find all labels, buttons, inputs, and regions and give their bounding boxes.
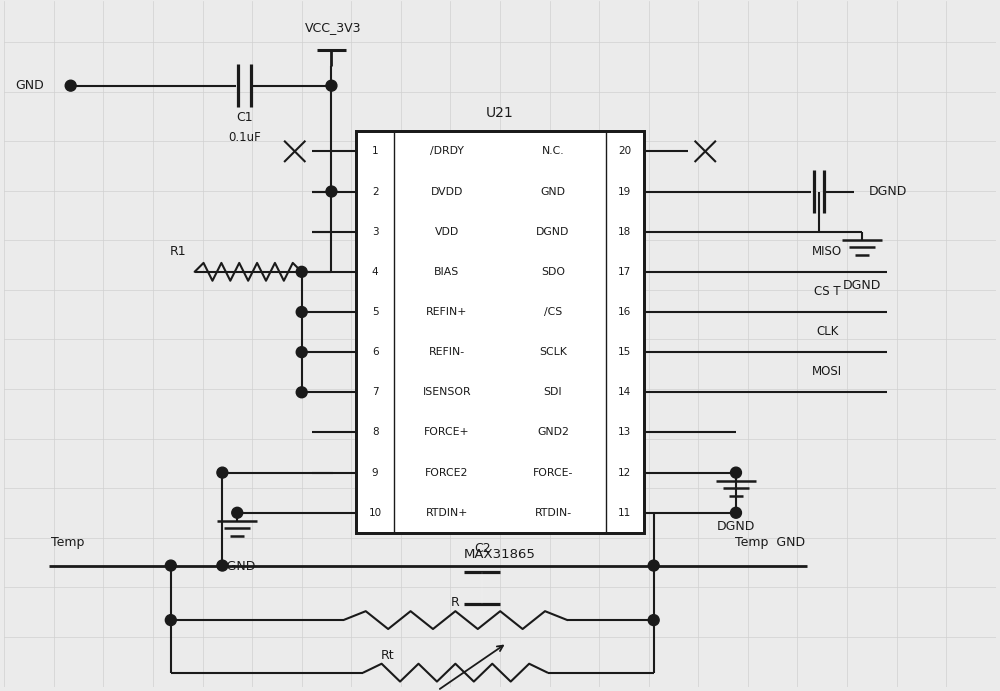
Text: /DRDY: /DRDY [430,146,464,156]
Text: RTDIN-: RTDIN- [534,508,572,518]
Text: 19: 19 [618,187,632,196]
Text: RTDIN+: RTDIN+ [426,508,468,518]
Text: GND: GND [541,187,566,196]
Circle shape [165,560,176,571]
Text: R: R [451,596,460,609]
Text: 11: 11 [618,508,632,518]
Text: 2: 2 [372,187,378,196]
Circle shape [65,80,76,91]
Text: C1: C1 [236,111,252,124]
Circle shape [217,560,228,571]
Text: MISO: MISO [812,245,842,258]
Text: DGND: DGND [869,185,907,198]
Text: DGND: DGND [536,227,570,237]
Text: 3: 3 [372,227,378,237]
Text: FORCE+: FORCE+ [424,428,470,437]
Text: REFIN+: REFIN+ [426,307,468,317]
Text: 17: 17 [618,267,632,277]
Text: GND2: GND2 [537,428,569,437]
Text: ISENSOR: ISENSOR [423,387,471,397]
Text: VCC_3V3: VCC_3V3 [305,21,362,34]
Text: N.C.: N.C. [542,146,564,156]
Text: DGND: DGND [843,278,881,292]
Text: SDO: SDO [541,267,565,277]
Text: 4: 4 [372,267,378,277]
Text: 16: 16 [618,307,632,317]
Circle shape [232,507,243,518]
Text: 20: 20 [618,146,631,156]
Text: 0.1uF: 0.1uF [228,131,261,144]
Circle shape [731,467,741,478]
Text: REFIN-: REFIN- [429,347,465,357]
Text: 5: 5 [372,307,378,317]
Text: 6: 6 [372,347,378,357]
Text: /CS: /CS [544,307,562,317]
Text: SCLK: SCLK [539,347,567,357]
Text: 10: 10 [369,508,382,518]
Text: 7: 7 [372,387,378,397]
Text: CLK: CLK [816,325,838,339]
Text: VDD: VDD [435,227,459,237]
Text: 18: 18 [618,227,632,237]
Text: DGND: DGND [218,560,256,573]
Circle shape [326,80,337,91]
Text: Rt: Rt [381,650,395,662]
Circle shape [296,347,307,358]
Circle shape [217,467,228,478]
Text: U21: U21 [486,106,514,120]
FancyBboxPatch shape [356,131,644,533]
Circle shape [296,387,307,398]
Circle shape [165,615,176,625]
Text: R1: R1 [170,245,187,258]
Text: 15: 15 [618,347,632,357]
Text: FORCE2: FORCE2 [425,468,469,477]
Text: 12: 12 [618,468,632,477]
Text: Temp: Temp [51,536,84,549]
Circle shape [731,507,741,518]
Circle shape [296,307,307,317]
Text: GND: GND [15,79,44,92]
Text: 14: 14 [618,387,632,397]
Circle shape [326,186,337,197]
Text: 9: 9 [372,468,378,477]
Text: MOSI: MOSI [812,366,842,379]
Text: 8: 8 [372,428,378,437]
Circle shape [648,560,659,571]
Text: MAX31865: MAX31865 [464,548,536,561]
Text: Temp  GND: Temp GND [735,536,805,549]
Text: CS T: CS T [814,285,841,298]
Text: SDI: SDI [544,387,562,397]
Text: BIAS: BIAS [434,267,460,277]
Text: 1: 1 [372,146,378,156]
Text: FORCE-: FORCE- [533,468,573,477]
Circle shape [648,615,659,625]
Text: DGND: DGND [717,520,755,533]
Text: C2: C2 [474,542,490,555]
Text: DVDD: DVDD [431,187,463,196]
Text: 13: 13 [618,428,632,437]
Circle shape [296,266,307,277]
